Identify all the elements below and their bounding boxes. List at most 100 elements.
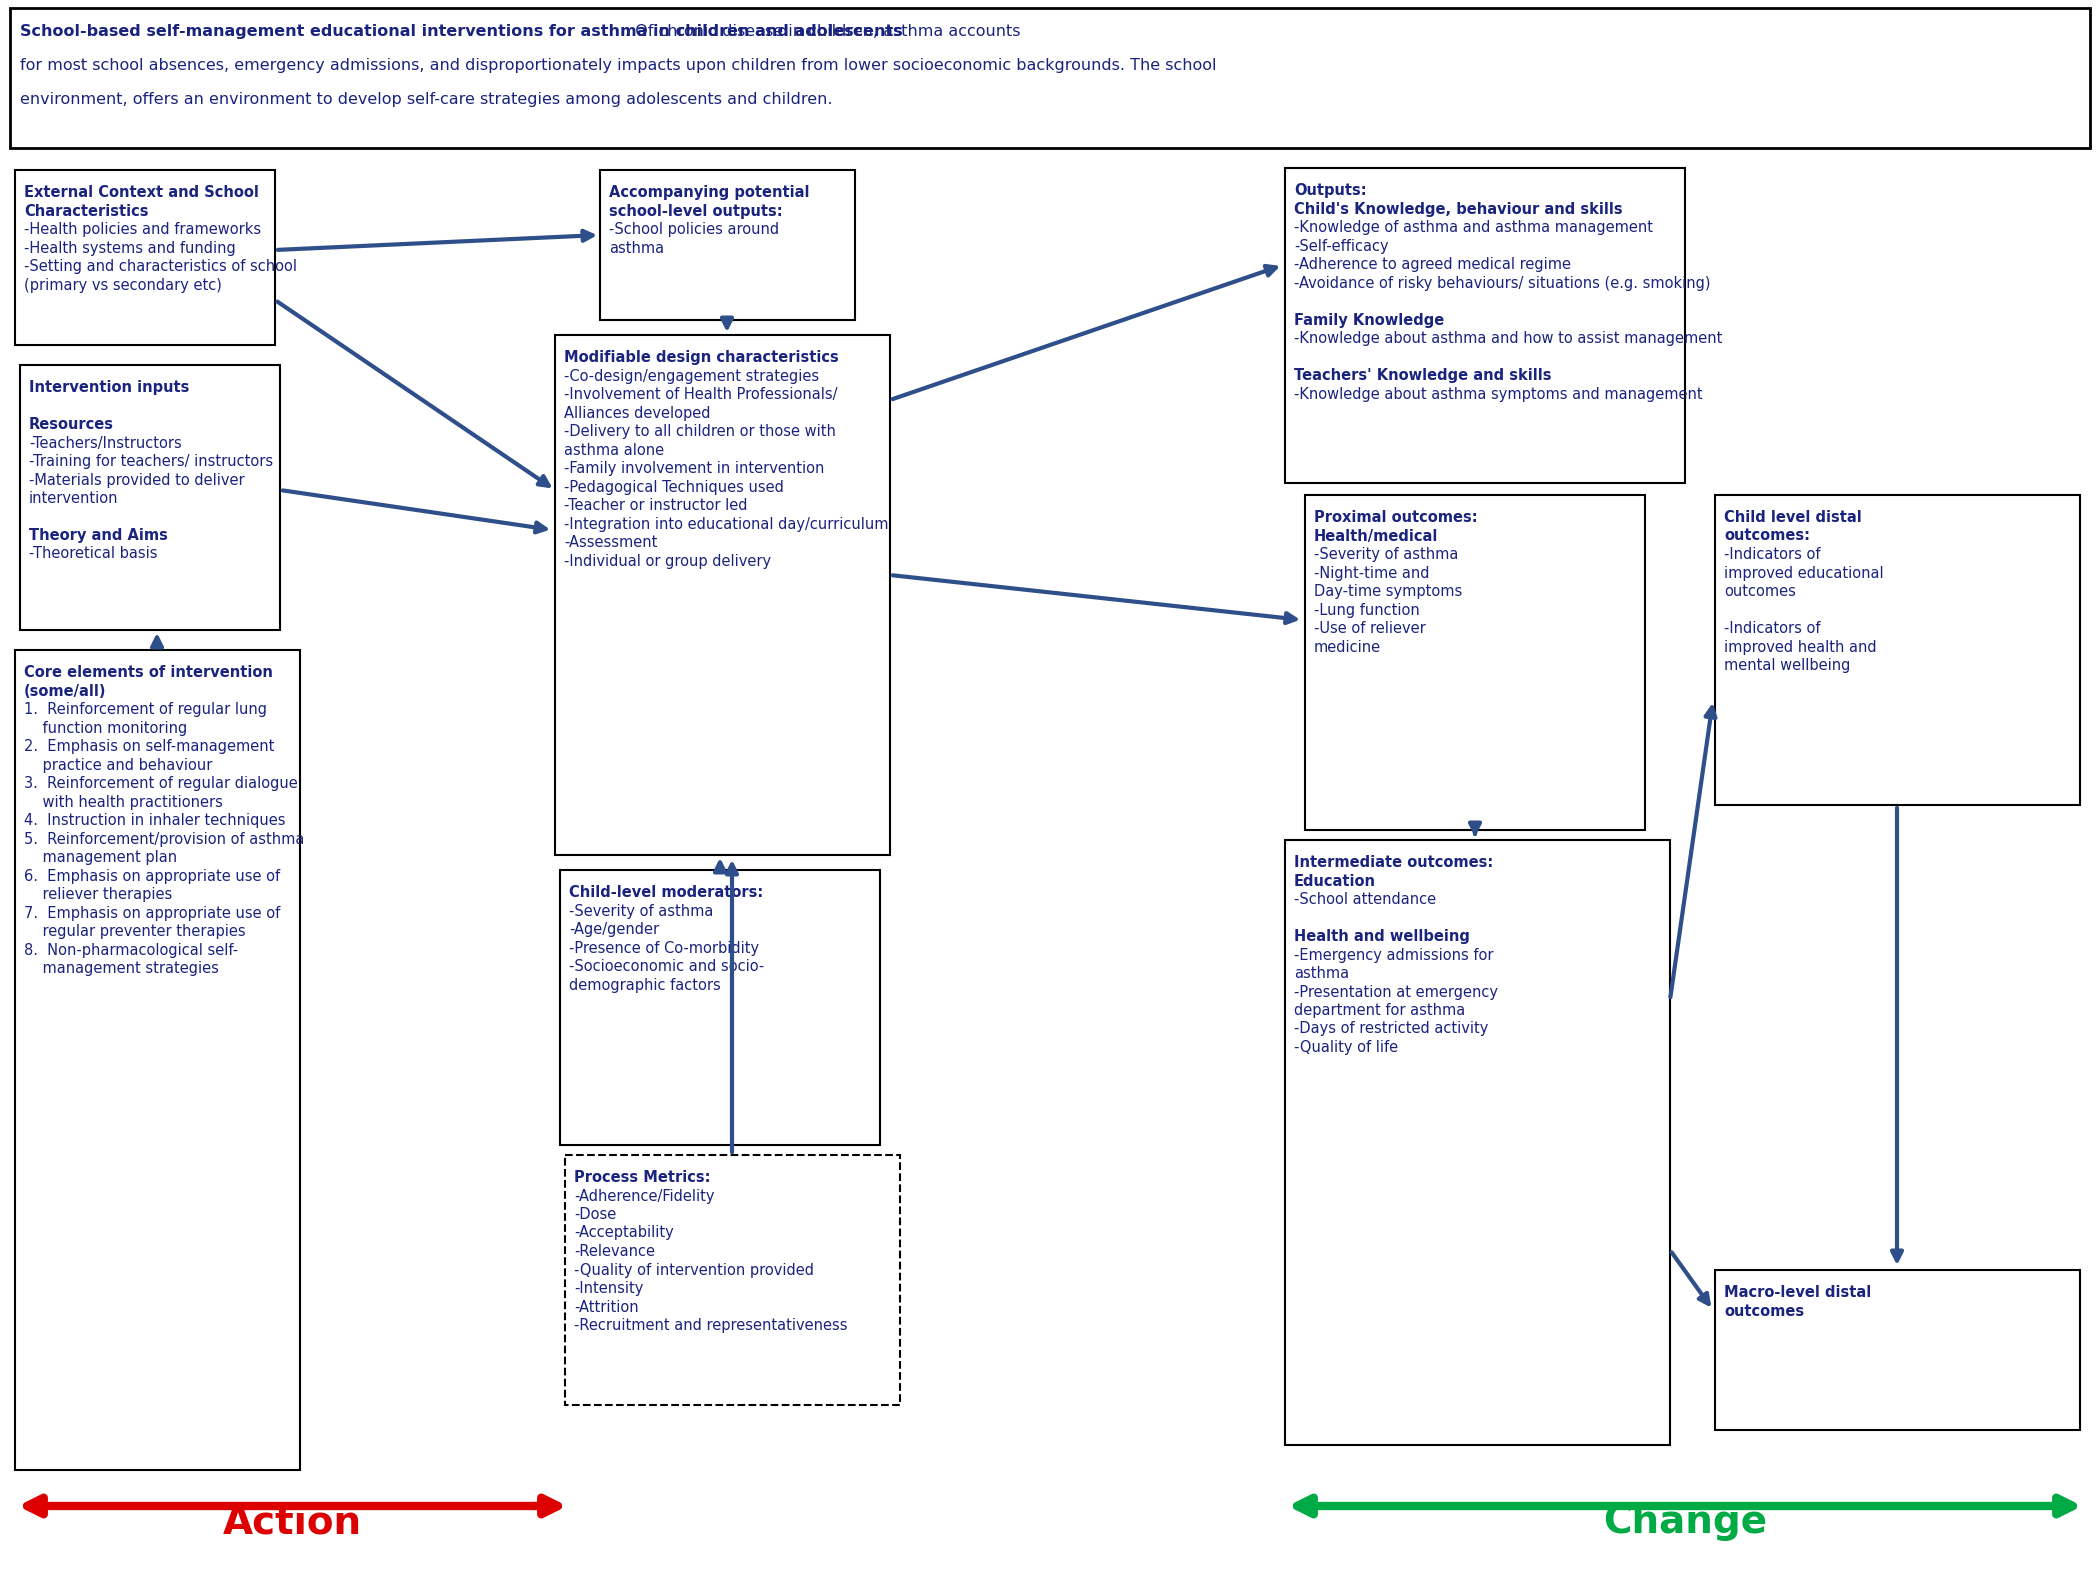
Text: External Context and School: External Context and School [23,185,258,200]
Bar [565,1155,901,1404]
Text: -Teachers/Instructors: -Teachers/Instructors [29,435,183,451]
Text: Family Knowledge: Family Knowledge [1294,313,1445,327]
Text: intervention: intervention [29,492,118,506]
Text: department for asthma: department for asthma [1294,1002,1466,1018]
Text: Modifiable design characteristics: Modifiable design characteristics [565,350,838,364]
Text: -Socioeconomic and socio-: -Socioeconomic and socio- [569,958,764,974]
Bar [21,364,279,630]
Text: outcomes: outcomes [1724,1304,1804,1318]
Bar [1716,495,2079,804]
Bar [601,170,855,320]
Text: -Health policies and frameworks: -Health policies and frameworks [23,222,260,237]
Text: -Presence of Co-morbidity: -Presence of Co-morbidity [569,941,758,955]
Text: -Indicators of: -Indicators of [1724,547,1821,562]
Text: -Health systems and funding: -Health systems and funding [23,240,235,256]
Text: outcomes:: outcomes: [1724,528,1810,544]
Text: (some/all): (some/all) [23,683,107,699]
Text: regular preventer therapies: regular preventer therapies [23,924,246,939]
Text: -Relevance: -Relevance [573,1244,655,1258]
Text: improved health and: improved health and [1724,639,1877,655]
Text: Health and wellbeing: Health and wellbeing [1294,928,1470,944]
Text: practice and behaviour: practice and behaviour [23,757,212,773]
Text: -Setting and characteristics of school: -Setting and characteristics of school [23,259,296,273]
Text: -Severity of asthma: -Severity of asthma [1315,547,1457,562]
Text: asthma: asthma [609,240,664,256]
Text: function monitoring: function monitoring [23,721,187,735]
Text: -Attrition: -Attrition [573,1299,638,1315]
Text: Process Metrics:: Process Metrics: [573,1170,710,1185]
Text: with health practitioners: with health practitioners [23,795,223,809]
Text: -Theoretical basis: -Theoretical basis [29,547,158,561]
Text: -Involvement of Health Professionals/: -Involvement of Health Professionals/ [565,386,838,402]
Text: -Training for teachers/ instructors: -Training for teachers/ instructors [29,454,273,470]
Text: -Quality of intervention provided: -Quality of intervention provided [573,1263,815,1277]
Text: Core elements of intervention: Core elements of intervention [23,665,273,680]
Text: Health/medical: Health/medical [1315,528,1438,544]
Text: -Lung function: -Lung function [1315,603,1420,617]
Text: -Age/gender: -Age/gender [569,922,659,936]
Text: medicine: medicine [1315,639,1382,655]
Text: Proximal outcomes:: Proximal outcomes: [1315,511,1478,525]
Text: -Delivery to all children or those with: -Delivery to all children or those with [565,424,836,438]
Text: for most school absences, emergency admissions, and disproportionately impacts u: for most school absences, emergency admi… [21,58,1216,72]
Text: -Night-time and: -Night-time and [1315,566,1430,581]
Bar [15,170,275,346]
Text: -Assessment: -Assessment [565,536,657,550]
Text: improved educational: improved educational [1724,566,1884,581]
Text: -Days of restricted activity: -Days of restricted activity [1294,1021,1489,1037]
Bar [10,8,2090,148]
Text: -Pedagogical Techniques used: -Pedagogical Techniques used [565,479,783,495]
Text: -Knowledge about asthma and how to assist management: -Knowledge about asthma and how to assis… [1294,331,1722,346]
Bar [561,870,880,1145]
Text: Resources: Resources [29,416,113,432]
Text: -School policies around: -School policies around [609,222,779,237]
Text: school-level outputs:: school-level outputs: [609,204,783,218]
Bar [1716,1269,2079,1430]
Text: 7.  Emphasis on appropriate use of: 7. Emphasis on appropriate use of [23,905,279,921]
Text: outcomes: outcomes [1724,584,1796,599]
Text: 3.  Reinforcement of regular dialogue: 3. Reinforcement of regular dialogue [23,776,298,792]
Text: Alliances developed: Alliances developed [565,405,710,421]
Text: -Dose: -Dose [573,1207,615,1222]
Text: -Intensity: -Intensity [573,1280,643,1296]
Text: -Indicators of: -Indicators of [1724,621,1821,636]
Text: Macro-level distal: Macro-level distal [1724,1285,1871,1299]
Text: -Quality of life: -Quality of life [1294,1040,1399,1056]
Text: -Presentation at emergency: -Presentation at emergency [1294,985,1497,999]
Text: management plan: management plan [23,850,176,866]
Text: Intervention inputs: Intervention inputs [29,380,189,394]
Text: 6.  Emphasis on appropriate use of: 6. Emphasis on appropriate use of [23,869,279,883]
Text: Change: Change [1602,1503,1766,1541]
Text: -Knowledge about asthma symptoms and management: -Knowledge about asthma symptoms and man… [1294,386,1703,402]
Text: -Individual or group delivery: -Individual or group delivery [565,553,771,569]
Text: School-based self-management educational interventions for asthma in children an: School-based self-management educational… [21,24,903,39]
Text: -School attendance: -School attendance [1294,892,1436,906]
Text: mental wellbeing: mental wellbeing [1724,658,1850,672]
Text: Intermediate outcomes:: Intermediate outcomes: [1294,855,1493,870]
Text: Child-level moderators:: Child-level moderators: [569,884,762,900]
Text: -Self-efficacy: -Self-efficacy [1294,239,1388,253]
Bar [1285,840,1670,1445]
Text: -Teacher or instructor led: -Teacher or instructor led [565,498,748,514]
Text: 5.  Reinforcement/provision of asthma: 5. Reinforcement/provision of asthma [23,831,304,847]
Text: Day-time symptoms: Day-time symptoms [1315,584,1462,599]
Text: Outputs:: Outputs: [1294,182,1367,198]
Text: Accompanying potential: Accompanying potential [609,185,808,200]
Text: Child level distal: Child level distal [1724,511,1863,525]
Text: : Of chronic disease in children, asthma accounts: : Of chronic disease in children, asthma… [21,24,1021,39]
Text: -Avoidance of risky behaviours/ situations (e.g. smoking): -Avoidance of risky behaviours/ situatio… [1294,275,1711,291]
Text: -Severity of asthma: -Severity of asthma [569,903,714,919]
Text: -Emergency admissions for: -Emergency admissions for [1294,947,1493,963]
Text: Theory and Aims: Theory and Aims [29,528,168,544]
Text: -Adherence to agreed medical regime: -Adherence to agreed medical regime [1294,258,1571,272]
Text: reliever therapies: reliever therapies [23,888,172,902]
Text: asthma: asthma [1294,966,1348,980]
Text: -Family involvement in intervention: -Family involvement in intervention [565,460,825,476]
Text: 4.  Instruction in inhaler techniques: 4. Instruction in inhaler techniques [23,814,286,828]
Text: Action: Action [223,1503,361,1541]
Text: Child's Knowledge, behaviour and skills: Child's Knowledge, behaviour and skills [1294,201,1623,217]
Text: asthma alone: asthma alone [565,443,664,457]
Text: (primary vs secondary etc): (primary vs secondary etc) [23,278,223,292]
Text: 1.  Reinforcement of regular lung: 1. Reinforcement of regular lung [23,702,267,716]
Text: -Use of reliever: -Use of reliever [1315,621,1426,636]
